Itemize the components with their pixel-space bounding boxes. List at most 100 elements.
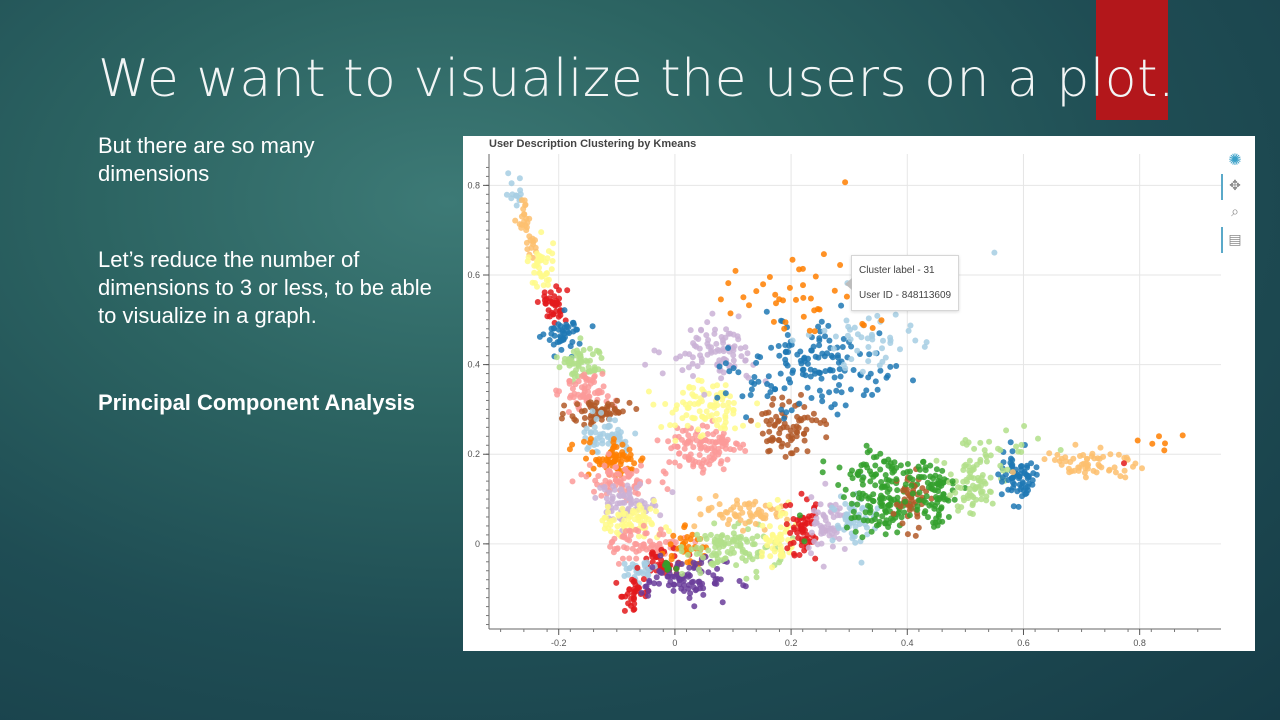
scatter-point[interactable]: [619, 449, 626, 456]
scatter-point[interactable]: [697, 511, 704, 518]
scatter-point[interactable]: [869, 497, 876, 504]
scatter-point[interactable]: [680, 389, 686, 396]
scatter-point[interactable]: [1078, 461, 1085, 468]
scatter-point[interactable]: [634, 564, 641, 571]
scatter-point[interactable]: [793, 433, 800, 440]
scatter-point[interactable]: [521, 197, 528, 204]
scatter-point[interactable]: [703, 459, 710, 466]
scatter-point[interactable]: [708, 344, 715, 351]
scatter-point[interactable]: [565, 360, 572, 367]
scatter-point[interactable]: [900, 470, 907, 477]
scatter-point[interactable]: [753, 359, 760, 366]
scatter-point[interactable]: [859, 368, 866, 375]
scatter-point[interactable]: [541, 297, 548, 304]
scatter-point[interactable]: [691, 342, 698, 349]
scatter-point[interactable]: [716, 363, 723, 370]
scatter-point[interactable]: [679, 427, 686, 434]
scatter-point[interactable]: [776, 296, 783, 303]
scatter-point[interactable]: [1033, 464, 1040, 471]
scatter-point[interactable]: [684, 534, 691, 540]
scatter-point[interactable]: [791, 550, 797, 557]
scatter-point[interactable]: [555, 313, 562, 320]
scatter-point[interactable]: [787, 427, 794, 434]
scatter-point[interactable]: [890, 510, 897, 517]
scatter-point[interactable]: [669, 409, 676, 416]
scatter-point[interactable]: [852, 528, 859, 535]
scatter-point[interactable]: [1017, 486, 1024, 493]
scatter-point[interactable]: [1013, 443, 1020, 450]
scatter-point[interactable]: [839, 344, 846, 350]
scatter-point[interactable]: [995, 445, 1001, 452]
scatter-point[interactable]: [641, 543, 648, 550]
scatter-point[interactable]: [952, 489, 959, 496]
scatter-point[interactable]: [605, 451, 612, 457]
scatter-point[interactable]: [748, 417, 754, 424]
scatter-point[interactable]: [1066, 469, 1073, 476]
scatter-point[interactable]: [991, 249, 998, 256]
scatter-point[interactable]: [842, 402, 849, 409]
scatter-point[interactable]: [865, 502, 871, 509]
scatter-point[interactable]: [810, 410, 817, 417]
scatter-point[interactable]: [569, 413, 576, 420]
scatter-point[interactable]: [722, 445, 729, 452]
scatter-point[interactable]: [642, 361, 649, 368]
scatter-point[interactable]: [934, 522, 941, 529]
scatter-point[interactable]: [870, 491, 877, 498]
scatter-point[interactable]: [645, 388, 652, 395]
scatter-point[interactable]: [867, 478, 874, 485]
scatter-point[interactable]: [638, 462, 644, 469]
scatter-point[interactable]: [633, 548, 640, 555]
scatter-point[interactable]: [616, 500, 623, 507]
scatter-point[interactable]: [1097, 444, 1104, 451]
scatter-point[interactable]: [601, 423, 608, 430]
scatter-point[interactable]: [1084, 456, 1090, 463]
scatter-point[interactable]: [680, 399, 686, 406]
scatter-point[interactable]: [734, 497, 740, 504]
scatter-point[interactable]: [840, 361, 847, 368]
scatter-point[interactable]: [833, 387, 840, 394]
scatter-point[interactable]: [687, 327, 694, 334]
scatter-point[interactable]: [591, 364, 598, 371]
scatter-point[interactable]: [611, 443, 618, 450]
scatter-point[interactable]: [977, 488, 984, 495]
scatter-point[interactable]: [816, 387, 823, 394]
scatter-point[interactable]: [589, 351, 596, 358]
scatter-point[interactable]: [688, 546, 695, 553]
scatter-point[interactable]: [822, 368, 829, 375]
scatter-point[interactable]: [556, 338, 563, 345]
scatter-point[interactable]: [788, 407, 795, 414]
scatter-point[interactable]: [713, 551, 719, 558]
scatter-point[interactable]: [697, 352, 704, 359]
scatter-point[interactable]: [708, 412, 715, 419]
scatter-point[interactable]: [781, 415, 788, 422]
scatter-point[interactable]: [817, 501, 824, 508]
scatter-point[interactable]: [614, 545, 621, 552]
scatter-point[interactable]: [665, 582, 672, 589]
scatter-point[interactable]: [548, 325, 555, 332]
scatter-point[interactable]: [668, 556, 675, 563]
scatter-point[interactable]: [725, 345, 732, 351]
scatter-point[interactable]: [554, 391, 561, 398]
scatter-point[interactable]: [672, 459, 678, 466]
scatter-point[interactable]: [869, 391, 876, 398]
scatter-point[interactable]: [877, 450, 884, 457]
scatter-point[interactable]: [935, 484, 942, 491]
scatter-point[interactable]: [585, 364, 592, 371]
scatter-point[interactable]: [656, 580, 662, 587]
scatter-point[interactable]: [677, 535, 684, 542]
scatter-point[interactable]: [807, 295, 814, 302]
scatter-point[interactable]: [987, 489, 994, 495]
scatter-point[interactable]: [867, 468, 873, 475]
scatter-point[interactable]: [783, 521, 790, 528]
scatter-point[interactable]: [776, 417, 782, 424]
scatter-point[interactable]: [658, 557, 665, 563]
scatter-point[interactable]: [606, 423, 613, 430]
scatter-point[interactable]: [862, 509, 869, 516]
scatter-point[interactable]: [545, 307, 552, 314]
scatter-point[interactable]: [796, 512, 803, 519]
scatter-point[interactable]: [779, 402, 786, 409]
scatter-point[interactable]: [766, 501, 773, 508]
scatter-point[interactable]: [1000, 467, 1006, 474]
scatter-point[interactable]: [559, 410, 566, 417]
scatter-point[interactable]: [747, 392, 754, 398]
